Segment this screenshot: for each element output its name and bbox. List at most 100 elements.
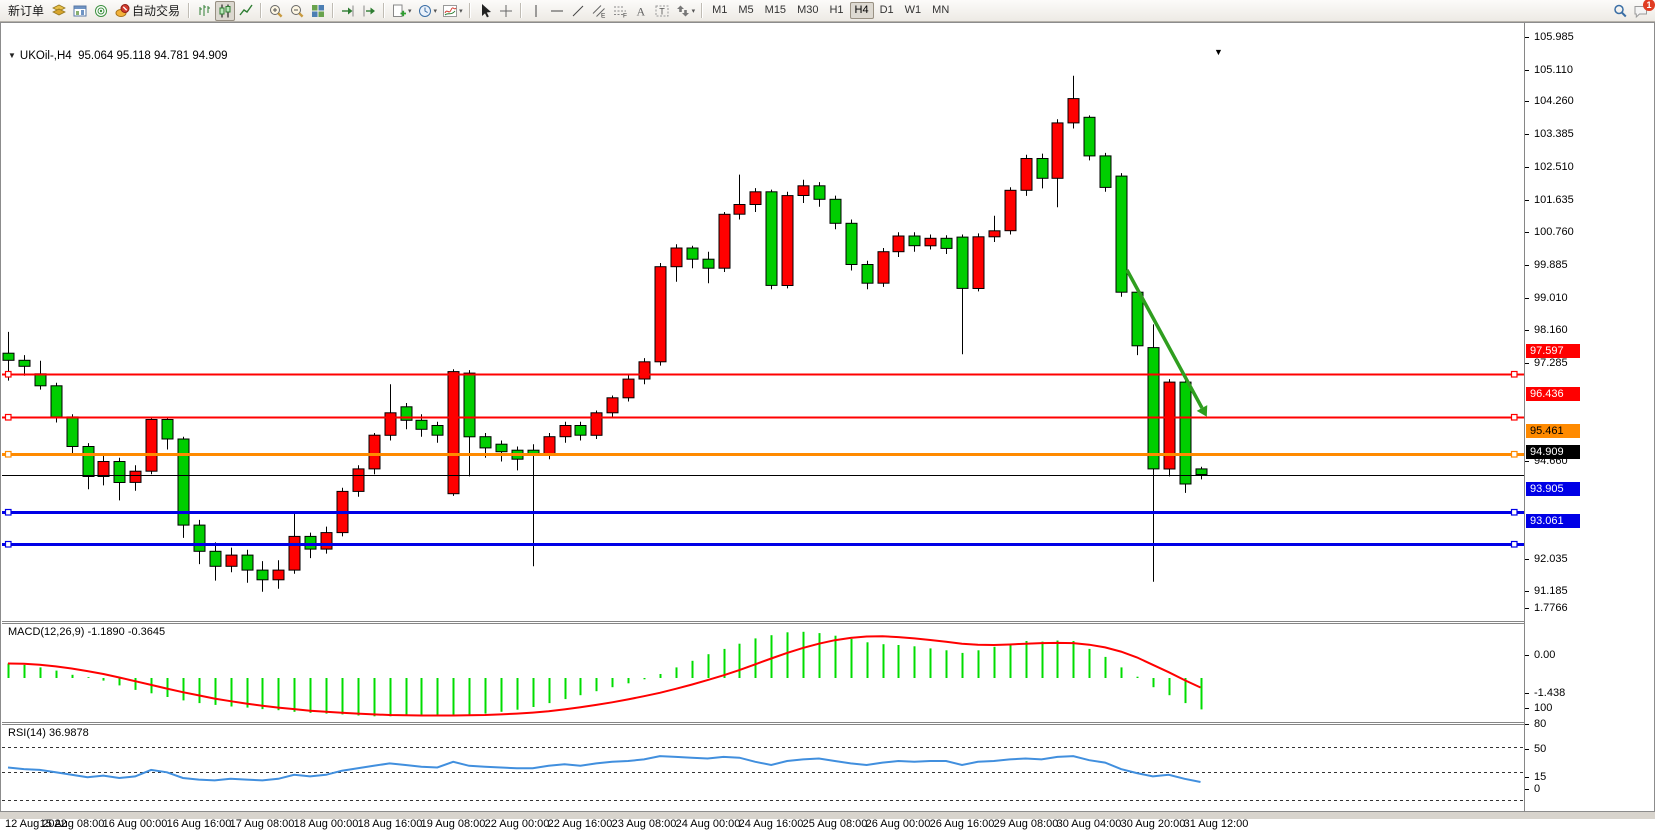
timeframe-button-d1[interactable]: D1 [879,4,894,16]
time-axis-label: 24 Aug 16:00 [738,818,804,830]
line-handle[interactable] [1510,370,1518,378]
bar-chart-icon[interactable] [194,1,214,21]
chat-button[interactable]: 1 [1631,0,1655,21]
tile-windows-icon[interactable] [308,1,328,21]
line-handle[interactable] [1510,450,1518,458]
candle-bull [892,235,905,253]
svg-text:T: T [659,6,665,16]
line-chart-icon[interactable] [236,1,256,21]
time-axis-label: 25 Aug 08:00 [802,818,868,830]
text-icon[interactable]: A [631,1,651,21]
auto-scroll-icon[interactable] [338,1,358,21]
timeframe-button-m1[interactable]: M1 [712,4,728,16]
price-axis-label: 98.160 [1534,323,1568,336]
symbols-icon[interactable] [49,1,69,21]
cursor-icon[interactable] [475,1,495,21]
timeframe-button-mn[interactable]: MN [932,4,950,16]
chart-shift-icon[interactable] [359,1,379,21]
line-handle[interactable] [1510,540,1518,548]
trend-arrow[interactable] [1125,269,1204,409]
candle-bull [447,371,460,495]
new-order-button[interactable]: 新订单 [4,1,48,21]
candle-bear [1147,347,1160,470]
timeframe-button-m5[interactable]: M5 [738,4,754,16]
price-badge-93.905: 93.905 [1526,482,1580,497]
axis-tick [1525,748,1529,750]
main-price-pane[interactable] [2,48,1525,621]
dropdown-caret-icon[interactable]: ▾ [433,7,438,15]
line-handle[interactable] [4,450,12,458]
price-axis-label: 91.185 [1534,585,1568,598]
candle-bear [686,247,699,260]
price-axis[interactable]: 105.985 105.110 104.260 103.385 102.510 101.6… [1524,23,1655,812]
pane-divider[interactable] [2,724,1525,725]
chevron-down-icon[interactable]: ▼ [8,51,16,60]
dropdown-caret-icon[interactable]: ▾ [691,7,696,15]
candle-bear [2,352,15,361]
new-chart-icon[interactable]: ▾ [389,1,414,21]
candle-bear [1083,116,1096,157]
candlestick-chart-icon[interactable] [215,0,236,21]
candle-bear [463,372,476,438]
arrow-tools-icon[interactable]: ▾ [673,1,698,21]
chart-window[interactable]: ▼ UKOil-,H4 95.064 95.118 94.781 94.909 ▼… [0,22,1655,835]
crosshair-icon[interactable] [496,1,516,21]
zoom-out-icon[interactable] [287,1,307,21]
time-axis-label: 16 Aug 16:00 [166,818,232,830]
price-axis-label: 97.285 [1534,356,1568,369]
time-axis-label: 18 Aug 00:00 [293,818,359,830]
pane-divider[interactable] [2,722,1525,723]
candle-bear [304,535,317,550]
dropdown-caret-icon[interactable]: ▾ [459,7,463,15]
autotrading-label: 自动交易 [132,4,181,18]
time-axis-label: 30 Aug 04:00 [1056,818,1122,830]
price-badge-96.436: 96.436 [1526,387,1580,402]
price-axis-label: 105.110 [1534,63,1573,76]
search-icon[interactable] [1610,1,1630,21]
fibonacci-icon[interactable]: F [610,1,630,21]
line-handle[interactable] [4,508,12,516]
candle-bull [368,434,381,470]
timeframe-button-w1[interactable]: W1 [904,4,922,16]
price-axis-label: 104.260 [1534,95,1574,108]
periodicity-icon[interactable]: ▾ [415,1,440,21]
trendline-icon[interactable] [568,1,588,21]
timeframe-button-m30[interactable]: M30 [797,4,819,16]
candle-bull [972,236,985,290]
axis-tick [1525,591,1529,593]
timeframe-button-h4[interactable]: H4 [849,2,874,19]
candle-bear [861,264,874,284]
line-handle[interactable] [1510,413,1518,421]
time-axis-label: 22 Aug 00:00 [484,818,550,830]
candle-bull [590,412,603,436]
data-window-icon[interactable] [91,1,111,21]
line-handle[interactable] [1510,508,1518,516]
time-axis-label: 26 Aug 16:00 [929,818,995,830]
autotrading-button[interactable]: 自动交易 [112,1,184,21]
pane-divider[interactable] [2,623,1525,624]
vertical-line-icon[interactable] [526,1,546,21]
text-label-icon[interactable]: T [652,1,672,21]
axis-tick [1525,166,1529,168]
indicators-icon[interactable]: ▾ [440,1,465,21]
toolbar-separator [519,3,522,18]
line-handle[interactable] [4,413,12,421]
rsi-pane[interactable] [2,725,1525,813]
macd-pane[interactable] [2,624,1525,722]
market-watch-icon[interactable] [70,1,90,21]
axis-tick [1525,460,1529,462]
pane-divider[interactable] [2,621,1525,622]
zoom-in-icon[interactable] [266,1,286,21]
dropdown-caret-icon[interactable]: ▾ [408,7,412,15]
equidistant-channel-icon[interactable]: E [589,1,609,21]
candle-bear [1115,175,1128,293]
new-order-label: 新订单 [8,4,45,18]
line-handle[interactable] [4,540,12,548]
line-handle[interactable] [4,370,12,378]
candle-bear [908,235,921,247]
candle-bear [34,373,47,387]
timeframe-button-m15[interactable]: M15 [764,4,787,16]
timeframe-button-h1[interactable]: H1 [829,4,844,16]
horizontal-line-icon[interactable] [547,1,567,21]
time-axis-label: 22 Aug 16:00 [547,818,613,830]
